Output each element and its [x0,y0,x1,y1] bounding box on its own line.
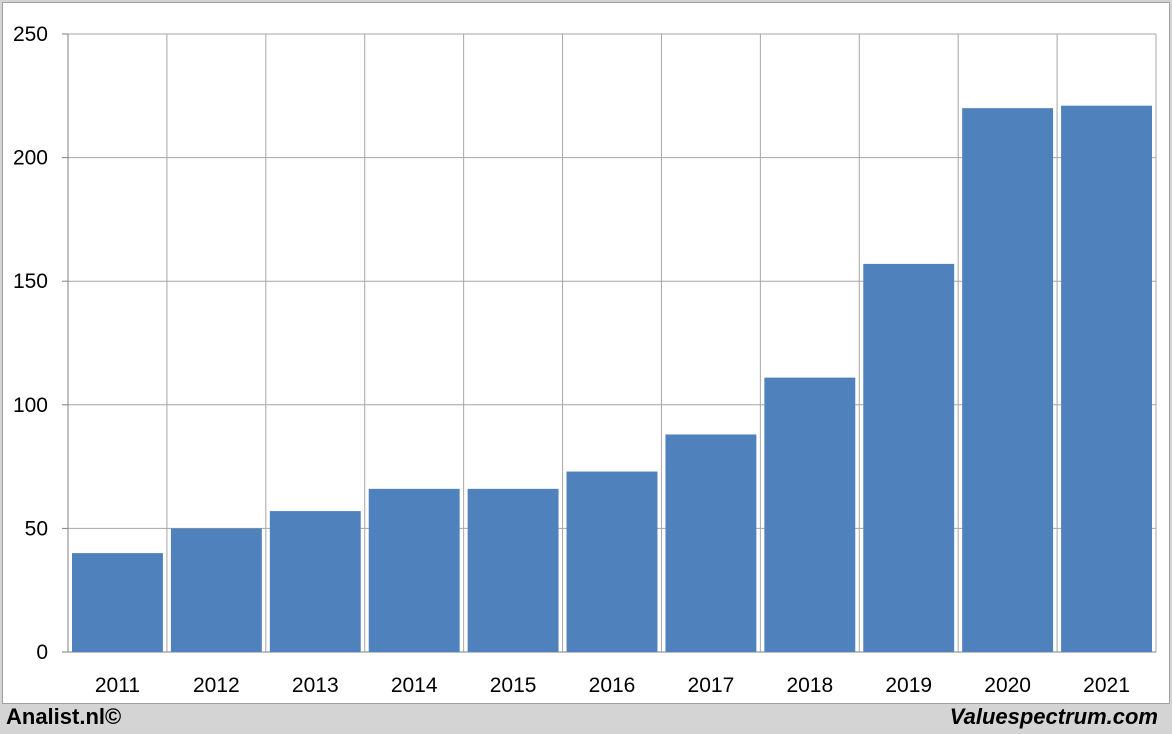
x-tick-label: 2013 [292,674,339,697]
bar-2011 [72,553,163,652]
bar-2017 [665,434,757,652]
bar-2014 [368,488,460,652]
bar-2013 [269,511,361,652]
bar-2018 [764,377,856,652]
y-tick-label: 200 [13,147,48,170]
y-tick-label: 0 [36,641,48,664]
bar-2012 [170,528,262,652]
x-tick-label: 2014 [391,674,438,697]
bar-2021 [1061,105,1152,653]
x-tick-label: 2016 [589,674,636,697]
x-tick-label: 2011 [95,674,140,697]
x-tick-label: 2021 [1083,674,1130,697]
bar-2020 [962,108,1054,652]
x-tick-label: 2020 [984,674,1031,697]
y-tick-label: 100 [13,394,48,417]
footer-credit-label: Valuespectrum.com [949,704,1158,729]
footer-source-label: Analist.nl© [6,704,122,729]
y-tick-label: 250 [13,23,48,46]
x-tick-label: 2015 [490,674,537,697]
x-tick-label: 2019 [885,674,932,697]
bar-2015 [467,488,559,652]
x-tick-label: 2017 [688,674,735,697]
x-tick-label: 2018 [786,674,833,697]
x-tick-label: 2012 [193,674,240,697]
y-tick-label: 150 [13,270,48,293]
bar-2019 [863,263,955,652]
y-tick-label: 50 [25,517,48,540]
bar-2016 [566,471,658,652]
